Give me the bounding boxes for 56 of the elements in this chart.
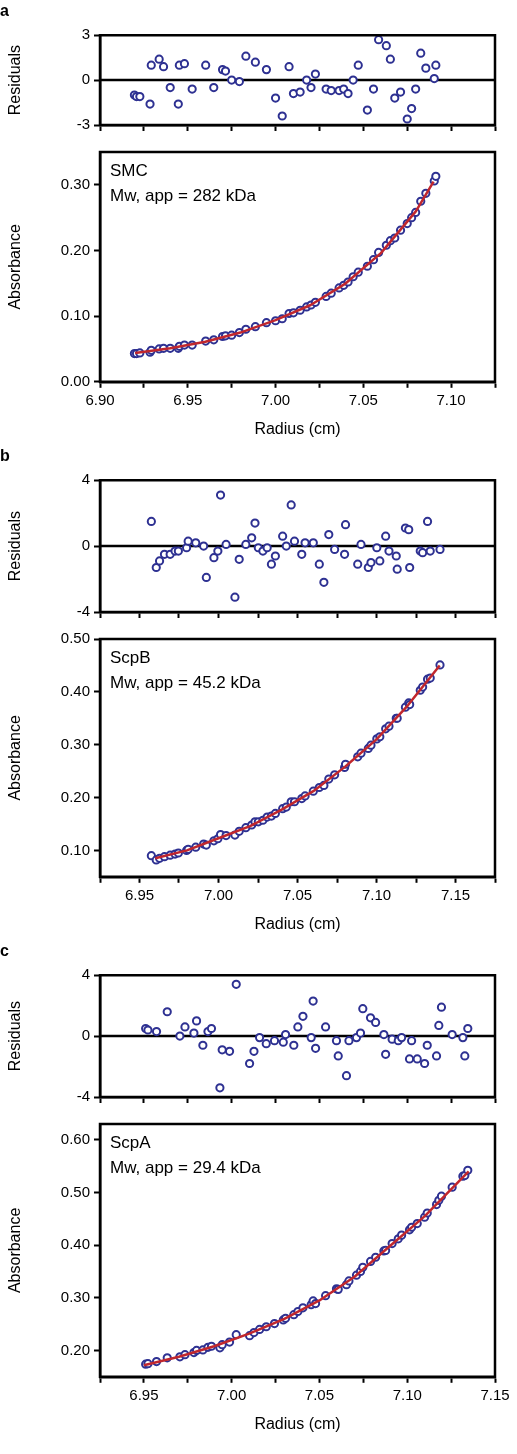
x-tick-label: 7.05 [304, 1385, 335, 1403]
y-tick-label: 0.40 [60, 681, 90, 699]
x-tick-label: 7.05 [348, 390, 378, 408]
annotation: ScpA [110, 1133, 152, 1152]
x-tick-label: 7.15 [440, 885, 471, 903]
x-tick-label: 6.95 [173, 390, 203, 408]
y-tick-label: 0.30 [60, 734, 90, 752]
x-tick-label: 6.90 [85, 390, 115, 408]
x-tick-label: 6.95 [124, 885, 155, 903]
x-tick-label: 7.10 [392, 1385, 422, 1403]
y-tick-label: 0.30 [60, 174, 90, 192]
y-tick-label: 0.20 [60, 787, 90, 805]
y-axis-title: Residuals [6, 510, 24, 582]
y-tick-label: 4 [81, 965, 90, 983]
x-tick-label: 7.10 [436, 390, 466, 408]
y-tick-label: 0.30 [60, 1287, 90, 1305]
x-tick-label: 7.10 [361, 885, 392, 903]
chart-title: c [0, 942, 9, 960]
chart-title: b [0, 447, 10, 465]
y-axis-title: Absorbance [6, 715, 24, 801]
x-tick-label: 7.05 [282, 885, 313, 903]
y-tick-label: 0.50 [60, 1182, 90, 1200]
y-axis-title: Residuals [6, 44, 24, 116]
x-tick-label: 7.00 [217, 1385, 247, 1403]
y-tick-label: 0.60 [60, 1129, 90, 1147]
annotation: Mw, app = 282 kDa [110, 186, 257, 205]
y-tick-label: -4 [76, 1087, 90, 1105]
annotation: SMC [110, 161, 148, 180]
annotation: Mw, app = 29.4 kDa [110, 1158, 262, 1177]
y-tick-label: 0.10 [60, 306, 90, 324]
y-tick-label: 0.20 [60, 240, 90, 258]
annotation: ScpB [110, 648, 151, 667]
y-tick-label: 0 [81, 1026, 90, 1044]
x-tick-label: 6.95 [129, 1385, 159, 1403]
annotation: Mw, app = 45.2 kDa [110, 673, 262, 692]
y-tick-label: 0 [81, 70, 90, 88]
x-tick-label: 7.00 [260, 390, 291, 408]
y-tick-label: 3 [81, 25, 90, 43]
x-tick-label: 7.15 [480, 1385, 510, 1403]
y-axis-title: Absorbance [6, 224, 24, 310]
x-axis-title: Radius (cm) [254, 419, 341, 437]
x-axis-title: Radius (cm) [254, 1414, 341, 1432]
y-tick-label: -4 [76, 602, 90, 620]
chart-title: a [0, 2, 9, 20]
y-tick-label: 0.40 [60, 1235, 90, 1253]
y-axis-title: Absorbance [6, 1207, 24, 1294]
y-tick-label: 0.00 [60, 371, 90, 389]
y-tick-label: 0.10 [60, 840, 90, 858]
x-tick-label: 7.00 [203, 885, 234, 903]
y-tick-label: -3 [76, 115, 90, 133]
y-axis-title: Residuals [6, 1000, 24, 1072]
y-tick-label: 0.20 [60, 1340, 90, 1358]
y-tick-label: 4 [81, 470, 90, 488]
x-axis-title: Radius (cm) [254, 914, 341, 932]
y-tick-label: 0.50 [60, 629, 90, 647]
y-tick-label: 0 [81, 536, 90, 554]
